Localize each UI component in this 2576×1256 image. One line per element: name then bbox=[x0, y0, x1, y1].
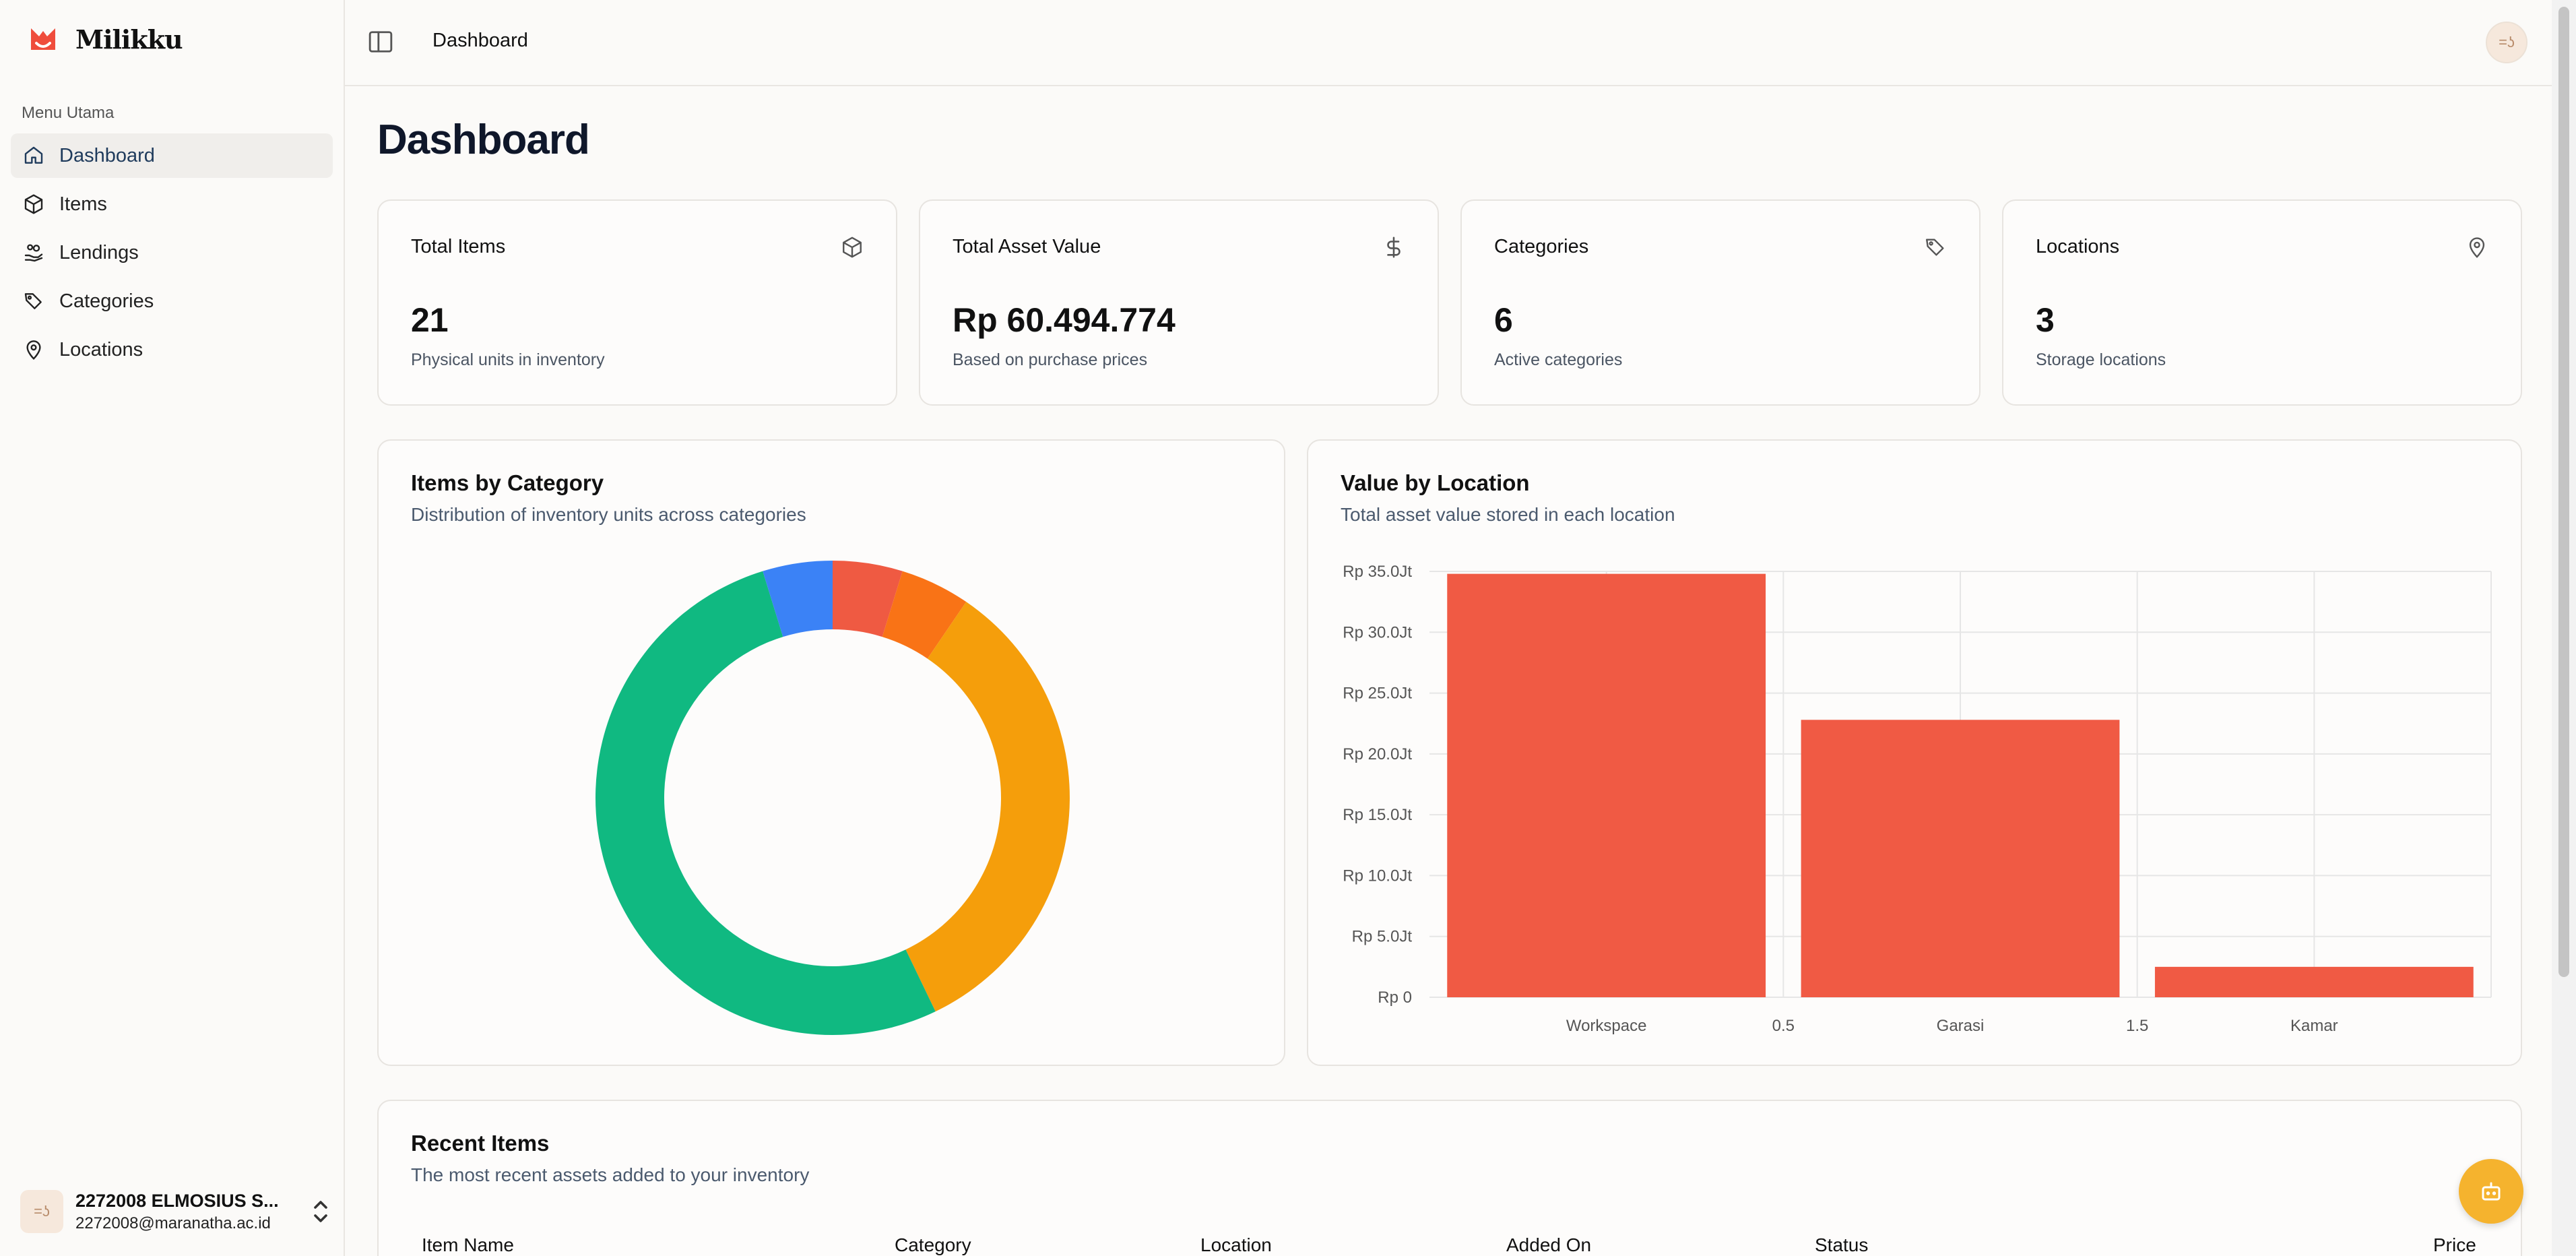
chart-subtitle: Distribution of inventory units across c… bbox=[411, 504, 806, 525]
tags-icon bbox=[24, 293, 42, 309]
stat-subtitle: Active categories bbox=[1494, 350, 1623, 369]
sidebar-item-dashboard[interactable]: Dashboard bbox=[11, 133, 333, 178]
map-pin-icon bbox=[2469, 237, 2485, 258]
location-bar-chart: Rp 0 Rp 5.0Jt Rp 10.0Jt Rp 15.0Jt Rp 20.0Jt R… bbox=[1343, 563, 2492, 1035]
y-tick-label: Rp 10.0Jt bbox=[1343, 867, 1412, 885]
y-tick-label: Rp 5.0Jt bbox=[1352, 928, 1413, 946]
stat-card-total-items: Total Items 21 Physical units in invento… bbox=[377, 199, 897, 406]
stat-title: Locations bbox=[2036, 236, 2120, 257]
column-header-price[interactable]: Price bbox=[2433, 1234, 2476, 1255]
brand-name: Milikku bbox=[75, 24, 183, 55]
column-header-added-on[interactable]: Added On bbox=[1506, 1234, 1592, 1255]
y-tick-label: Rp 15.0Jt bbox=[1343, 806, 1412, 824]
y-tick-label: Rp 35.0Jt bbox=[1343, 563, 1412, 581]
menu-label: Menu Utama bbox=[22, 104, 115, 122]
column-header-location[interactable]: Location bbox=[1200, 1234, 1272, 1255]
y-tick-label: Rp 20.0Jt bbox=[1343, 745, 1412, 763]
x-tick-label: Garasi bbox=[1937, 1017, 1985, 1035]
bar-kamar[interactable] bbox=[2154, 966, 2474, 997]
user-email: 2272008@maranatha.ac.id bbox=[75, 1214, 271, 1232]
sidebar-item-label: Categories bbox=[59, 290, 154, 312]
tag-icon bbox=[1926, 239, 1944, 256]
stat-subtitle: Storage locations bbox=[2036, 350, 2166, 369]
column-header-category[interactable]: Category bbox=[895, 1234, 971, 1255]
dollar-icon bbox=[1387, 237, 1400, 258]
chart-title: Value by Location bbox=[1341, 470, 1530, 495]
recent-items-card: Recent Items The most recent assets adde… bbox=[377, 1100, 2522, 1256]
sidebar-item-label: Lendings bbox=[59, 241, 139, 263]
page-title: Dashboard bbox=[377, 117, 590, 163]
x-tick-label: Kamar bbox=[2290, 1017, 2338, 1035]
chart-title: Items by Category bbox=[411, 470, 604, 495]
x-tick-label: Workspace bbox=[1566, 1017, 1647, 1035]
donut-slice-1[interactable] bbox=[882, 571, 967, 659]
sidebar-item-label: Dashboard bbox=[59, 144, 155, 166]
x-tick-label: 0.5 bbox=[1772, 1017, 1795, 1035]
value-by-location-card: Value by Location Total asset value stor… bbox=[1307, 439, 2522, 1066]
top-header: Dashboard =ʖ bbox=[345, 0, 2552, 86]
stat-title: Total Asset Value bbox=[953, 236, 1101, 257]
stat-title: Total Items bbox=[411, 236, 506, 257]
stat-card-locations: Locations 3 Storage locations bbox=[2002, 199, 2522, 406]
user-menu[interactable]: =ʖ 2272008 ELMOSIUS S... 2272008@maranat… bbox=[20, 1186, 330, 1237]
y-tick-label: Rp 0 bbox=[1378, 988, 1412, 1007]
page-scrollbar[interactable] bbox=[2552, 0, 2576, 1256]
bar-workspace[interactable] bbox=[1447, 573, 1766, 997]
recent-items-title: Recent Items bbox=[411, 1131, 550, 1156]
chart-subtitle: Total asset value stored in each locatio… bbox=[1341, 504, 1675, 525]
scrollbar-thumb[interactable] bbox=[2558, 7, 2569, 977]
user-avatar: =ʖ bbox=[20, 1190, 63, 1233]
bar-garasi[interactable] bbox=[1801, 720, 2120, 997]
stat-subtitle: Based on purchase prices bbox=[953, 350, 1148, 369]
box-icon bbox=[843, 237, 862, 258]
assistant-bot-button[interactable] bbox=[2459, 1159, 2523, 1224]
category-donut-chart bbox=[595, 561, 1070, 1035]
hand-coins-icon bbox=[24, 244, 43, 262]
x-tick-label: 1.5 bbox=[2126, 1017, 2148, 1035]
header-breadcrumb: Dashboard bbox=[432, 30, 528, 51]
sidebar: Milikku Menu Utama Dashboard Items Lendi… bbox=[0, 0, 345, 1256]
stat-value: 6 bbox=[1494, 301, 1513, 339]
sidebar-item-categories[interactable]: Categories bbox=[11, 279, 333, 323]
sidebar-item-label: Items bbox=[59, 193, 107, 215]
brand[interactable]: Milikku bbox=[27, 23, 183, 55]
user-info: 2272008 ELMOSIUS S... 2272008@maranatha.… bbox=[75, 1191, 299, 1233]
y-tick-label: Rp 25.0Jt bbox=[1343, 685, 1412, 703]
stat-subtitle: Physical units in inventory bbox=[411, 350, 605, 369]
stat-title: Categories bbox=[1494, 236, 1589, 257]
sidebar-toggle-icon[interactable] bbox=[368, 30, 393, 54]
milikku-logo-icon bbox=[31, 28, 55, 50]
map-pin-icon bbox=[26, 340, 41, 360]
stat-value: Rp 60.494.774 bbox=[953, 301, 1176, 339]
header-avatar[interactable]: =ʖ bbox=[2486, 22, 2527, 63]
package-icon bbox=[24, 194, 43, 214]
donut-slice-4[interactable] bbox=[763, 561, 833, 637]
stat-value: 3 bbox=[2036, 301, 2055, 339]
sidebar-item-label: Locations bbox=[59, 338, 143, 360]
items-by-category-card: Items by Category Distribution of invent… bbox=[377, 439, 1285, 1066]
bot-icon bbox=[2482, 1182, 2501, 1201]
stat-value: 21 bbox=[411, 301, 449, 339]
donut-slice-3[interactable] bbox=[595, 571, 936, 1035]
sidebar-item-locations[interactable]: Locations bbox=[11, 327, 333, 372]
y-tick-label: Rp 30.0Jt bbox=[1343, 623, 1412, 641]
donut-slice-0[interactable] bbox=[833, 561, 903, 637]
column-header-item-name[interactable]: Item Name bbox=[422, 1234, 514, 1255]
chevrons-up-down-icon bbox=[314, 1201, 327, 1222]
sidebar-nav: Dashboard Items Lendings Categories Loca… bbox=[11, 133, 333, 376]
sidebar-item-items[interactable]: Items bbox=[11, 182, 333, 226]
sidebar-item-lendings[interactable]: Lendings bbox=[11, 230, 333, 275]
home-icon bbox=[24, 146, 43, 164]
recent-items-subtitle: The most recent assets added to your inv… bbox=[411, 1164, 810, 1185]
column-header-status[interactable]: Status bbox=[1815, 1234, 1869, 1255]
stat-card-total-asset-value: Total Asset Value Rp 60.494.774 Based on… bbox=[919, 199, 1439, 406]
stat-card-categories: Categories 6 Active categories bbox=[1460, 199, 1981, 406]
donut-slice-2[interactable] bbox=[905, 602, 1070, 1012]
user-name: 2272008 ELMOSIUS S... bbox=[75, 1190, 279, 1211]
